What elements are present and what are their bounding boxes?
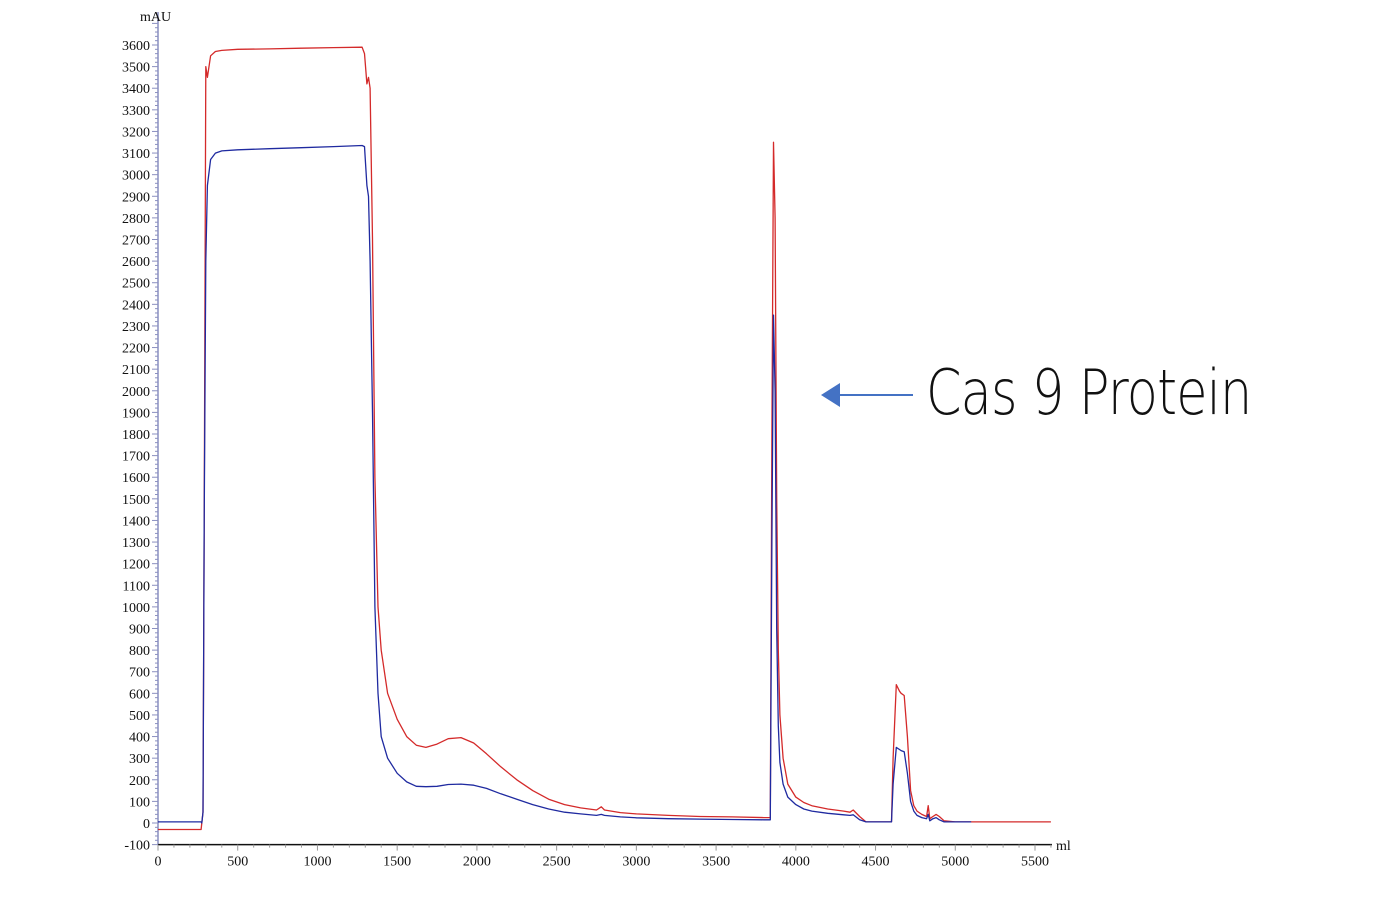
y-tick-label: 2700 [122, 234, 150, 249]
y-tick-label: 2300 [122, 320, 150, 335]
x-tick-label: 3500 [702, 855, 730, 870]
x-tick-label: 500 [227, 855, 248, 870]
y-tick-label: 1400 [122, 514, 150, 529]
x-tick-label: 1000 [303, 855, 331, 870]
series-layer [158, 46, 1051, 831]
y-tick-label: 3000 [122, 169, 150, 184]
y-tick-label: 3300 [122, 104, 150, 119]
y-tick-label: 600 [129, 687, 150, 702]
y-tick-label: 300 [129, 752, 150, 767]
x-axis: 0 500 1000 1500 2000 2500 3000 3500 4000 4500 5000… [155, 843, 1052, 870]
series-line-blue [158, 144, 972, 824]
y-tick-label: 3500 [122, 61, 150, 76]
y-tick-label: 1200 [122, 558, 150, 573]
y-tick-label: 1900 [122, 406, 150, 421]
x-axis-unit-label: ml [1056, 839, 1071, 854]
y-tick-label: 2900 [122, 190, 150, 205]
y-tick-label: 900 [129, 623, 150, 638]
y-tick-label: 2600 [122, 255, 150, 270]
x-tick-label: 2500 [543, 855, 571, 870]
x-tick-label: 1500 [383, 855, 411, 870]
y-tick-label: 2400 [122, 298, 150, 313]
y-tick-label: 1300 [122, 536, 150, 551]
y-tick-label: 3400 [122, 82, 150, 97]
cas9-protein-annotation: Cas 9 Protein [926, 356, 1252, 429]
y-tick-label: 1500 [122, 493, 150, 508]
y-tick-label: 700 [129, 666, 150, 681]
y-tick-label: 2100 [122, 363, 150, 378]
y-tick-label: 2000 [122, 385, 150, 400]
y-tick-label: 100 [129, 795, 150, 810]
series-line-red [158, 46, 1051, 831]
y-tick-label: 200 [129, 774, 150, 789]
y-axis: -100 0 100 200 300 400 500 600 700 800 900 1000 1100… [122, 12, 159, 854]
y-tick-label: 800 [129, 644, 150, 659]
y-tick-label: 1000 [122, 601, 150, 616]
y-tick-label: 2200 [122, 342, 150, 357]
x-tick-label: 5000 [941, 855, 969, 870]
y-tick-label: 3100 [122, 147, 150, 162]
arrow-icon [821, 383, 913, 407]
x-tick-label: 3000 [622, 855, 650, 870]
x-tick-label: 5500 [1021, 855, 1049, 870]
y-tick-label: 0 [143, 817, 150, 832]
y-tick-label: 2800 [122, 212, 150, 227]
x-tick-label: 4000 [782, 855, 810, 870]
x-tick-label: 4500 [862, 855, 890, 870]
y-tick-label: 1100 [123, 579, 150, 594]
y-axis-unit-label: mAU [140, 10, 171, 25]
x-tick-label: 0 [155, 855, 162, 870]
y-tick-label: 400 [129, 731, 150, 746]
y-tick-label: 1800 [122, 428, 150, 443]
y-tick-label: 1700 [122, 450, 150, 465]
y-tick-label: 2500 [122, 277, 150, 292]
y-tick-label: -100 [124, 839, 150, 854]
y-tick-label: 3600 [122, 39, 150, 54]
y-tick-label: 500 [129, 709, 150, 724]
x-tick-label: 2000 [463, 855, 491, 870]
y-tick-label: 1600 [122, 471, 150, 486]
y-tick-label: 3200 [122, 125, 150, 140]
